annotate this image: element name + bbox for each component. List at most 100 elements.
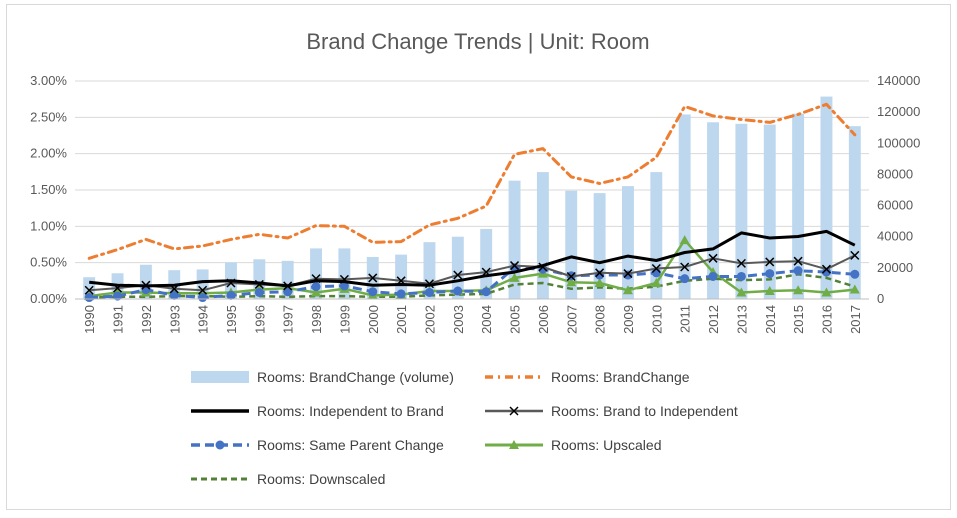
data-point-triangle-marker <box>679 235 690 245</box>
legend-label: Rooms: Brand to Independent <box>551 403 738 419</box>
data-point-x-marker <box>821 264 831 274</box>
data-point-x-marker <box>623 269 633 279</box>
x-tick-label: 2011 <box>678 305 693 333</box>
bar <box>480 228 493 299</box>
data-point-circle-marker <box>396 289 406 299</box>
x-tick-label: 2012 <box>706 305 721 334</box>
x-tick-label: 1999 <box>337 305 352 334</box>
data-point-x-marker <box>765 257 775 267</box>
data-point-circle-marker <box>793 266 803 276</box>
bar <box>508 180 521 299</box>
x-tick-label: 1998 <box>309 305 324 334</box>
legend-label: Rooms: Independent to Brand <box>257 403 444 419</box>
data-point-triangle-marker <box>566 277 577 287</box>
legend-swatch <box>191 371 249 383</box>
y-left-tick-label: 3.00% <box>30 73 67 88</box>
x-tick-label: 2017 <box>848 305 863 334</box>
bar <box>622 186 634 299</box>
data-point-triangle-marker <box>764 286 775 296</box>
x-tick-label: 2014 <box>763 305 778 334</box>
chart-frame: Brand Change Trends | Unit: Room 0.00% 0.… <box>6 4 951 510</box>
x-tick-label: 2001 <box>394 305 409 334</box>
y-left-tick-label: 2.00% <box>30 146 67 161</box>
legend-label: Rooms: BrandChange <box>551 369 690 385</box>
data-point-triangle-marker <box>509 440 519 449</box>
y-left-tick-label: 1.00% <box>30 218 67 233</box>
data-point-triangle-marker <box>821 287 832 297</box>
y-right-tick-label: 20000 <box>877 260 913 275</box>
series-line <box>89 266 855 299</box>
x-tick-label: 2004 <box>479 305 494 334</box>
data-point-x-marker <box>680 262 690 272</box>
x-tick-label: 1997 <box>281 305 296 334</box>
legend-label: Rooms: Upscaled <box>551 437 662 453</box>
bar <box>310 248 322 299</box>
bar <box>678 114 691 299</box>
bar <box>338 248 351 299</box>
legend-item: Rooms: Downscaled <box>191 471 385 487</box>
bar <box>139 264 152 299</box>
data-point-x-marker <box>566 271 576 282</box>
legend-label: Rooms: Downscaled <box>257 471 385 487</box>
bar <box>650 172 663 299</box>
x-tick-label: 2010 <box>649 305 664 334</box>
x-tick-label: 1991 <box>111 305 126 334</box>
bar <box>196 269 209 299</box>
bar-series <box>83 96 861 300</box>
data-point-x-marker <box>509 406 519 416</box>
series-line <box>89 254 856 292</box>
data-point-triangle-marker <box>651 278 662 288</box>
x-tick-label: 2002 <box>422 305 437 334</box>
data-point-circle-marker <box>84 293 94 303</box>
bar <box>253 259 266 299</box>
bar <box>763 124 776 299</box>
data-point-circle-marker <box>424 287 434 297</box>
data-point-x-marker <box>84 285 94 295</box>
data-point-triangle-marker <box>849 284 860 294</box>
data-point-circle-marker <box>226 290 236 300</box>
data-point-x-marker <box>368 273 378 283</box>
x-tick-label: 1993 <box>167 305 182 334</box>
data-point-circle-marker <box>708 271 718 281</box>
data-point-x-marker <box>850 250 860 260</box>
x-tick-label: 2015 <box>791 305 806 334</box>
x-tick-label: 2003 <box>451 305 466 334</box>
chart-svg: Brand Change Trends | Unit: Room 0.00%0.… <box>30 29 920 487</box>
legend-item: Rooms: BrandChange <box>485 369 690 385</box>
bar <box>707 122 719 299</box>
data-point-circle-marker <box>113 291 123 301</box>
x-tick-label: 2006 <box>536 305 551 334</box>
data-point-triangle-marker <box>594 278 605 288</box>
y-right-tick-label: 80000 <box>877 166 913 181</box>
y-left-tick-label: 0.00% <box>30 291 67 306</box>
data-point-x-marker <box>453 270 463 280</box>
data-point-circle-marker <box>765 269 775 279</box>
data-point-circle-marker <box>254 287 264 297</box>
bar <box>536 172 549 299</box>
data-point-x-marker <box>651 263 661 274</box>
data-point-circle-marker <box>283 287 293 297</box>
legend-item: Rooms: Independent to Brand <box>191 403 444 419</box>
x-tick-label: 2000 <box>366 305 381 334</box>
series-line <box>89 273 856 299</box>
data-point-circle-marker <box>169 290 179 300</box>
chart-title: Brand Change Trends | Unit: Room <box>306 29 649 54</box>
y-right-tick-label: 0 <box>877 291 884 306</box>
x-tick-label: 1994 <box>196 305 211 334</box>
bar <box>281 260 294 299</box>
data-point-x-marker <box>198 285 208 295</box>
y-left-tick-label: 1.50% <box>30 182 67 197</box>
data-point-circle-marker <box>736 271 746 281</box>
y-right-tick-label: 40000 <box>877 229 913 244</box>
data-point-circle-marker <box>368 287 378 297</box>
y-right-tick-label: 100000 <box>877 135 920 150</box>
data-point-circle-marker <box>339 281 349 291</box>
x-tick-label: 1995 <box>224 305 239 334</box>
x-tick-label: 1990 <box>82 305 97 334</box>
data-point-triangle-marker <box>736 287 747 297</box>
x-tick-label: 1996 <box>252 305 267 334</box>
bar <box>83 277 96 299</box>
x-tick-label: 2005 <box>508 305 523 334</box>
bar <box>451 236 464 299</box>
data-point-triangle-marker <box>793 285 804 295</box>
